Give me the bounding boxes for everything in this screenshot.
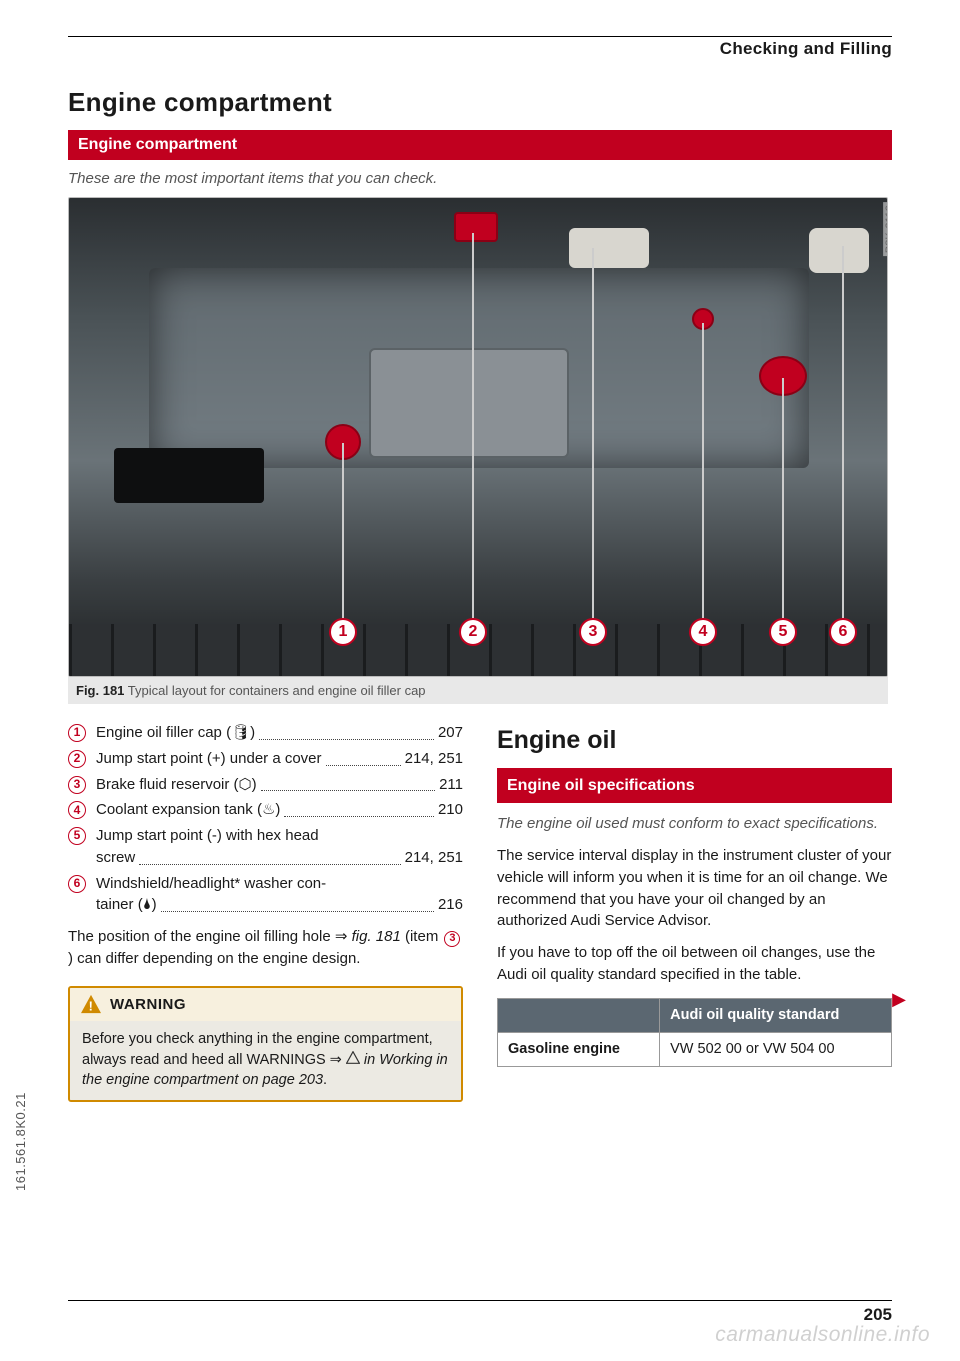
item-number-badge: 2 xyxy=(68,750,86,768)
item-label: Jump start point (+) under a cover xyxy=(96,748,322,770)
side-document-code: 161.561.8K0.21 xyxy=(13,1092,28,1191)
figure-caption: Fig. 181 Typical layout for containers a… xyxy=(68,677,888,704)
callout-4: 4 xyxy=(689,618,717,646)
position-paragraph: The position of the engine oil filling h… xyxy=(68,926,463,970)
leader-dots xyxy=(139,847,400,865)
figure-caption-bold: Fig. 181 xyxy=(76,683,124,698)
continuation-arrow-icon: ▶ xyxy=(892,989,906,1010)
item-number-badge: 3 xyxy=(68,776,86,794)
header-rule xyxy=(68,36,892,37)
item-number-badge: 4 xyxy=(68,801,86,819)
page-number: 205 xyxy=(864,1305,892,1325)
callout-6: 6 xyxy=(829,618,857,646)
table-cell-standard: VW 502 00 or VW 504 00 xyxy=(660,1032,892,1066)
section-heading: Engine compartment xyxy=(68,87,892,118)
list-item: 1 Engine oil filler cap (🛢) 207 xyxy=(68,722,463,744)
leader-line xyxy=(842,246,844,618)
warning-title: WARNING xyxy=(110,994,186,1016)
item-page: 211 xyxy=(439,774,463,796)
item-label: Jump start point (-) with hex head xyxy=(96,825,319,847)
leader-dots xyxy=(261,774,435,792)
leader-dots xyxy=(259,722,434,740)
footer-rule xyxy=(68,1300,892,1301)
washer-container xyxy=(809,228,869,273)
callout-3: 3 xyxy=(579,618,607,646)
table-cell-engine-type: Gasoline engine xyxy=(498,1032,660,1066)
red-component xyxy=(454,212,498,242)
item-page: 214, 251 xyxy=(405,847,463,869)
item-page: 210 xyxy=(438,799,463,821)
callout-2: 2 xyxy=(459,618,487,646)
item-label: Windshield/headlight* washer con- xyxy=(96,873,326,895)
item-page: 216 xyxy=(438,894,463,916)
figure-code: B8K-2119 xyxy=(883,202,888,256)
figure-engine-compartment: B8K-2119 1 2 3 4 5 6 xyxy=(68,197,888,677)
engine-oil-heading: Engine oil xyxy=(497,722,892,758)
chapter-title: Checking and Filling xyxy=(68,39,892,59)
item-label: Engine oil filler cap (🛢) xyxy=(96,722,255,744)
item-number-badge: 5 xyxy=(68,827,86,845)
warning-body: Before you check anything in the engine … xyxy=(70,1021,461,1100)
warning-box: ! WARNING Before you check anything in t… xyxy=(68,986,463,1103)
warning-icon: ! xyxy=(80,994,102,1014)
table-header-standard: Audi oil quality standard xyxy=(660,998,892,1032)
redbar-engine-compartment: Engine compartment xyxy=(68,130,892,160)
right-column: Engine oil Engine oil specifications The… xyxy=(497,722,892,1102)
callout-1: 1 xyxy=(329,618,357,646)
callout-5: 5 xyxy=(769,618,797,646)
leader-line xyxy=(702,323,704,618)
item-label-cont: tainer (🌢) xyxy=(96,894,157,916)
item-page: 207 xyxy=(438,722,463,744)
leader-dots xyxy=(161,894,434,912)
warning-header: ! WARNING xyxy=(70,988,461,1022)
component-list: 1 Engine oil filler cap (🛢) 207 2 Jump start… xyxy=(68,722,463,916)
leader-dots xyxy=(284,799,434,817)
battery-cover xyxy=(114,448,264,503)
list-item: 5 Jump start point (-) with hex headscrew… xyxy=(68,825,463,869)
oil-standard-table: Audi oil quality standard Gasoline engin… xyxy=(497,998,892,1067)
intro-text: These are the most important items that … xyxy=(68,170,892,187)
redbar-engine-oil-specs: Engine oil specifications xyxy=(497,768,892,803)
table-header-blank xyxy=(498,998,660,1032)
list-item: 3 Brake fluid reservoir (⬡) 211 xyxy=(68,774,463,796)
leader-line xyxy=(472,233,474,618)
svg-text:!: ! xyxy=(89,999,94,1014)
list-item: 2 Jump start point (+) under a cover 214, … xyxy=(68,748,463,770)
item-number-badge: 6 xyxy=(68,875,86,893)
leader-dots xyxy=(326,748,401,766)
figure-caption-rest: Typical layout for containers and engine… xyxy=(124,683,425,698)
item-label: Coolant expansion tank (♨) xyxy=(96,799,280,821)
reservoir xyxy=(569,228,649,268)
item-label: Brake fluid reservoir (⬡) xyxy=(96,774,257,796)
list-item: 6 Windshield/headlight* washer con-tainer… xyxy=(68,873,463,917)
list-item: 4 Coolant expansion tank (♨) 210 xyxy=(68,799,463,821)
engine-oil-p2: If you have to top off the oil between o… xyxy=(497,942,892,986)
watermark: carmanualsonline.info xyxy=(715,1323,930,1347)
engine-oil-intro: The engine oil used must conform to exac… xyxy=(497,813,892,835)
engine-oil-p1: The service interval display in the inst… xyxy=(497,845,892,932)
leader-line xyxy=(342,443,344,618)
left-column: 1 Engine oil filler cap (🛢) 207 2 Jump start… xyxy=(68,722,463,1102)
item-number-badge: 1 xyxy=(68,724,86,742)
item-page: 214, 251 xyxy=(405,748,463,770)
leader-line xyxy=(592,248,594,618)
engine-cover xyxy=(369,348,569,458)
leader-line xyxy=(782,378,784,618)
item-label-cont: screw xyxy=(96,847,135,869)
